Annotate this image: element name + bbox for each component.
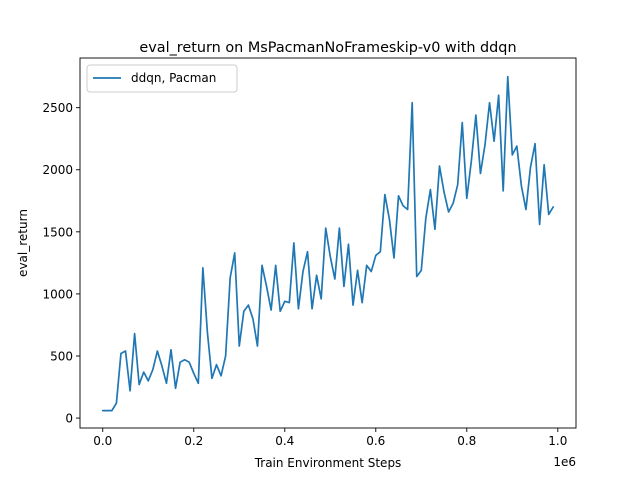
plot-frame (79, 57, 577, 429)
x-tick-label: 0.4 (275, 434, 294, 448)
series-line-0 (101, 75, 555, 412)
x-tick-label: 0.8 (457, 434, 476, 448)
y-tick-label: 2500 (42, 101, 73, 115)
x-axis: 0.0 0.2 0.4 0.6 0.8 1.0 (93, 428, 567, 448)
y-tick-label: 1500 (42, 225, 73, 239)
legend-label: ddqn, Pacman (131, 71, 216, 85)
x-axis-offset-label: 1e6 (553, 455, 576, 469)
y-tick-label: 1000 (42, 287, 73, 301)
series-layer (101, 75, 555, 412)
x-tick-label: 0.0 (93, 434, 112, 448)
x-tick-label: 0.2 (184, 434, 203, 448)
x-tick-label: 1.0 (548, 434, 567, 448)
y-axis-label: eval_return (16, 209, 30, 277)
y-tick-label: 500 (50, 349, 73, 363)
y-tick-label: 2000 (42, 163, 73, 177)
legend: ddqn, Pacman (86, 64, 238, 93)
y-tick-label: 0 (65, 412, 73, 426)
y-axis: 0 500 1000 1500 2000 2500 (42, 101, 80, 426)
x-tick-label: 0.6 (366, 434, 385, 448)
x-axis-label: Train Environment Steps (254, 456, 402, 470)
legend-box (86, 64, 238, 93)
chart-title: eval_return on MsPacmanNoFrameskip-v0 wi… (139, 40, 516, 56)
